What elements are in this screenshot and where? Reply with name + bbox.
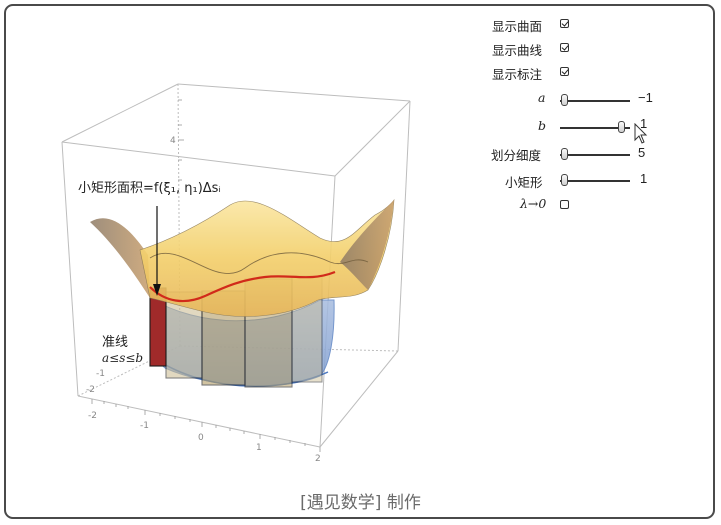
x-tick-label: 1 bbox=[256, 443, 262, 453]
slider-partition-label: 划分细度 bbox=[491, 148, 542, 163]
arrow-head-icon bbox=[153, 284, 161, 296]
annotation-area: 小矩形面积=f(ξ₁, η₁)Δsᵢ bbox=[78, 181, 221, 196]
surface-ridge bbox=[149, 252, 369, 274]
slider-small-rect-label: 小矩形 bbox=[505, 175, 543, 190]
x-tick-label: -2 bbox=[88, 411, 97, 421]
lambda-checkbox[interactable] bbox=[560, 200, 569, 209]
credit-footer: [遇见数学] 制作 bbox=[300, 493, 421, 513]
slider-b-label: b bbox=[538, 118, 547, 133]
slider-a-thumb[interactable] bbox=[561, 94, 568, 106]
y-tick-label: -2 bbox=[86, 385, 95, 395]
z-tick-label: 4 bbox=[170, 136, 176, 146]
tick-labels: -2 -1 0 1 2 -2 -1 4 bbox=[86, 136, 321, 464]
annotation-directrix: 准线 bbox=[102, 335, 128, 350]
controls-panel: 显示曲面 显示曲线 显示标注 a −1 b 1 划分细度 5 小矩形 1 λ→0 bbox=[468, 10, 718, 220]
axis-ticks bbox=[91, 99, 321, 452]
show-annotation-label: 显示标注 bbox=[492, 67, 543, 82]
slider-a-label: a bbox=[538, 90, 546, 105]
surface-back-left bbox=[90, 218, 150, 298]
show-surface-checkbox[interactable] bbox=[560, 19, 569, 28]
slider-partition-track[interactable] bbox=[560, 154, 630, 156]
slider-partition-value: 5 bbox=[638, 145, 646, 160]
lambda-label: λ→0 bbox=[520, 196, 547, 211]
show-curve-label: 显示曲线 bbox=[492, 43, 543, 58]
slider-b-thumb[interactable] bbox=[618, 121, 625, 133]
y-tick-label: -1 bbox=[96, 369, 105, 379]
annotation-range: a≤s≤b bbox=[102, 351, 143, 365]
x-tick-label: 0 bbox=[198, 433, 204, 443]
mouse-cursor-icon bbox=[634, 123, 648, 144]
x-tick-label: -1 bbox=[140, 421, 149, 431]
slider-b-track[interactable] bbox=[560, 127, 630, 129]
red-curve bbox=[149, 270, 336, 303]
slider-small-rect-track[interactable] bbox=[560, 180, 630, 182]
slider-small-rect-value: 1 bbox=[640, 171, 648, 186]
slider-partition-thumb[interactable] bbox=[561, 148, 568, 160]
show-surface-label: 显示曲面 bbox=[492, 19, 543, 34]
x-tick-label: 2 bbox=[315, 454, 321, 464]
slider-a-value: −1 bbox=[638, 90, 653, 105]
show-annotation-checkbox[interactable] bbox=[560, 67, 569, 76]
surface-right-fold bbox=[340, 200, 394, 290]
show-curve-checkbox[interactable] bbox=[560, 43, 569, 52]
slider-small-rect-thumb[interactable] bbox=[561, 174, 568, 186]
slider-a-track[interactable] bbox=[560, 100, 630, 102]
slider-b-value: 1 bbox=[640, 116, 648, 131]
